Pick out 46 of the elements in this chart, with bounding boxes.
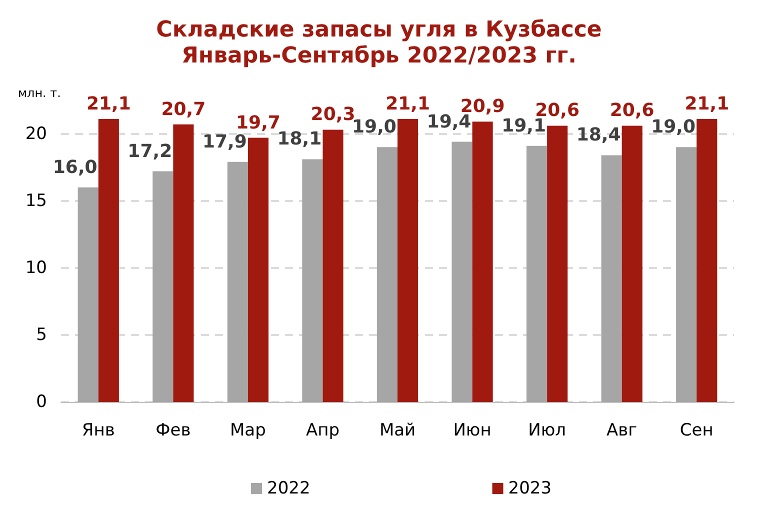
- bar: [676, 147, 697, 402]
- bar: [526, 146, 548, 402]
- data-label: 20,3: [310, 104, 356, 126]
- x-tick-label: Авг: [606, 420, 638, 440]
- x-tick-label: Июн: [453, 420, 492, 440]
- data-label: 21,1: [684, 94, 730, 114]
- bar: [547, 126, 568, 402]
- bar: [376, 147, 398, 402]
- y-tick-label: 0: [36, 392, 47, 412]
- bar: [302, 159, 323, 402]
- bar: [322, 130, 344, 402]
- legend-label: 2022: [267, 478, 310, 498]
- bar: [152, 171, 174, 402]
- data-label: 16,0: [52, 156, 98, 178]
- y-tick-label: 5: [36, 324, 47, 345]
- data-label: 17,9: [202, 131, 247, 152]
- bar: [472, 122, 493, 402]
- data-label: 18,4: [576, 124, 621, 146]
- x-tick-label: Июл: [528, 420, 566, 440]
- y-axis-title: млн. т.: [18, 86, 61, 100]
- y-tick-label: 10: [25, 258, 47, 278]
- y-tick-label: 15: [25, 190, 47, 211]
- x-tick-label: Мар: [230, 420, 266, 440]
- x-tick-label: Янв: [82, 420, 115, 440]
- bar: [622, 126, 642, 402]
- data-label: 20,7: [161, 98, 206, 120]
- data-label: 21,1: [86, 94, 131, 114]
- chart-subtitle: Январь-Сентябрь 2022/2023 гг.: [181, 44, 577, 68]
- legend-label: 2023: [508, 478, 552, 498]
- bar: [696, 119, 718, 402]
- bar: [248, 138, 269, 402]
- bar: [227, 162, 248, 402]
- bar: [173, 124, 194, 402]
- bar: [398, 119, 418, 402]
- bar: [78, 187, 98, 402]
- x-tick-label: Сен: [680, 420, 714, 440]
- bar: [601, 155, 622, 402]
- x-tick-label: Апр: [306, 420, 340, 440]
- bar: [98, 119, 119, 402]
- bar: [452, 142, 472, 402]
- data-label: 17,2: [128, 140, 172, 162]
- x-tick-label: Май: [379, 420, 416, 440]
- chart-title: Складские запасы угля в Кузбассе: [156, 18, 602, 42]
- x-tick-label: Фев: [156, 420, 191, 440]
- y-tick-label: 20: [25, 124, 47, 144]
- data-label: 21,1: [386, 94, 430, 114]
